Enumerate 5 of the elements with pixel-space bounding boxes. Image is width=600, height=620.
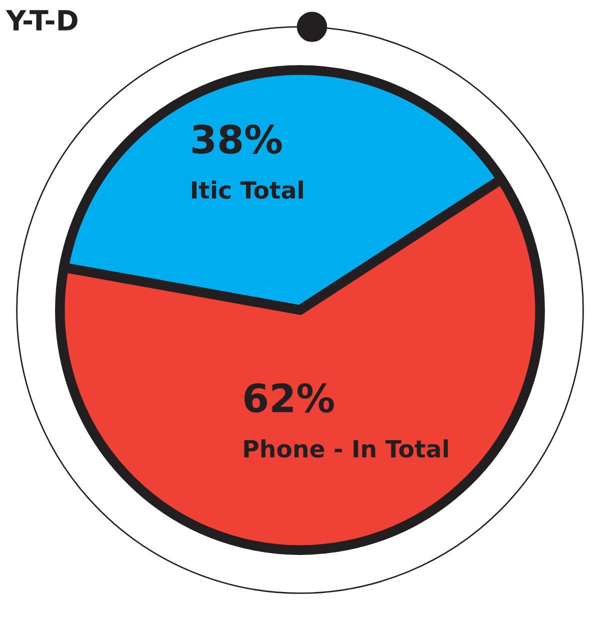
slice-label: Itic Total [192, 180, 303, 199]
chart-title: Y-T-D [6, 10, 78, 30]
slice-label: Phone - In Total [244, 439, 448, 458]
data-label: 62% [244, 383, 334, 413]
data-label: 38% [192, 124, 282, 154]
